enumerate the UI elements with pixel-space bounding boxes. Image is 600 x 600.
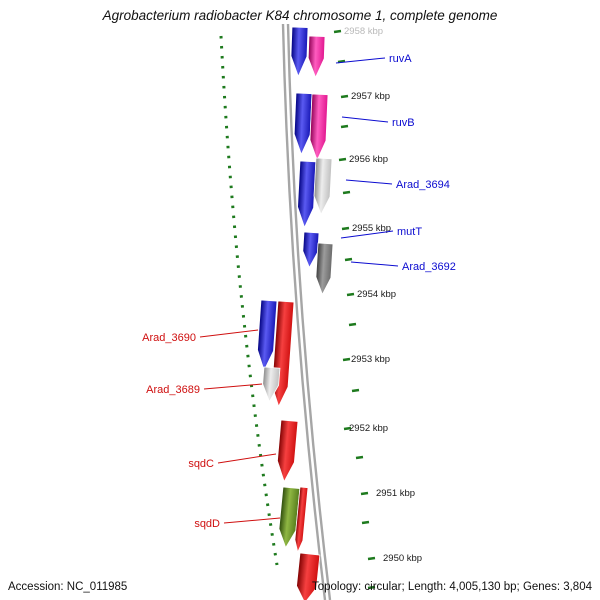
gene-label-Arad_3694[interactable]: Arad_3694 <box>396 179 450 191</box>
ruler-tick-label: 2954 kbp <box>357 289 396 300</box>
ruler-major-tick <box>340 94 349 99</box>
ruler-minor-tick <box>348 322 357 327</box>
gene-arrow-ruvA[interactable] <box>307 35 326 79</box>
gene-arrow-Arad_3694[interactable] <box>313 157 333 216</box>
gene-label-mutT[interactable]: mutT <box>397 226 422 238</box>
gene-arrow-Arad_3690[interactable] <box>256 299 278 372</box>
ruler-tick-label: 2956 kbp <box>349 154 388 165</box>
status-accession: Accession: NC_011985 <box>8 581 128 593</box>
gene-arrow-Arad_3692[interactable] <box>315 242 334 296</box>
status-bar: Accession: NC_011985 Topology: circular;… <box>0 581 600 593</box>
gene-label-ruvB[interactable]: ruvB <box>392 117 415 129</box>
gene-label-Arad_3690[interactable]: Arad_3690 <box>142 332 196 344</box>
gene-label-leader <box>223 517 281 524</box>
gene-label-ruvA[interactable]: ruvA <box>389 53 412 65</box>
ruler-major-tick <box>367 556 376 561</box>
gene-arrow[interactable] <box>290 26 309 78</box>
ruler-major-tick <box>346 292 355 297</box>
ruler-major-tick <box>342 357 351 362</box>
genome-backbone-line <box>286 23 332 600</box>
gene-label-leader <box>350 261 399 267</box>
gene-label-leader <box>340 230 394 239</box>
ruler-tick-label: 2952 kbp <box>349 423 388 434</box>
gene-label-leader <box>203 383 263 390</box>
ruler-major-tick <box>360 491 369 496</box>
ruler-tick-label: 2951 kbp <box>376 488 415 499</box>
gene-label-leader <box>217 453 277 464</box>
gene-arrow-sqdC[interactable] <box>276 419 299 483</box>
status-summary: Topology: circular; Length: 4,005,130 bp… <box>311 581 592 593</box>
ruler-major-tick <box>338 157 347 162</box>
gene-arrow[interactable] <box>297 160 317 229</box>
gene-arrow-mutT[interactable] <box>302 231 320 269</box>
ruler-tick-label: 2958 kbp <box>344 26 383 37</box>
gene-arrow-sqdD[interactable] <box>277 486 301 549</box>
gene-arrow-Arad_3689[interactable] <box>261 366 281 403</box>
ruler-minor-tick <box>344 257 353 262</box>
ruler-tick-label: 2955 kbp <box>352 223 391 234</box>
gene-arrow[interactable] <box>295 552 321 600</box>
genome-title: Agrobacterium radiobacter K84 chromosome… <box>102 8 498 23</box>
gene-label-leader <box>345 179 393 185</box>
ruler-minor-tick <box>355 455 364 460</box>
ruler-minor-tick <box>340 124 349 129</box>
gene-arrow[interactable] <box>293 92 313 156</box>
genome-backbone-line <box>281 23 327 600</box>
ruler-minor-tick <box>367 585 376 590</box>
ruler-minor-tick <box>361 520 370 525</box>
gene-label-leader <box>335 57 386 64</box>
ruler-major-tick <box>343 426 352 431</box>
ruler-tick-label: 2950 kbp <box>383 553 422 564</box>
gene-label-sqdC[interactable]: sqdC <box>188 458 214 470</box>
ruler-minor-tick <box>342 190 351 195</box>
gene-arrow-ruvB[interactable] <box>309 93 329 162</box>
gene-label-Arad_3692[interactable]: Arad_3692 <box>402 261 456 273</box>
ruler-minor-tick <box>337 59 346 64</box>
ruler-major-tick <box>341 226 350 231</box>
gene-arrow[interactable] <box>294 486 309 554</box>
gene-label-Arad_3689[interactable]: Arad_3689 <box>146 384 200 396</box>
ruler-tick-label: 2957 kbp <box>351 91 390 102</box>
gene-label-leader <box>341 116 389 123</box>
ruler-tick-label: 2953 kbp <box>351 354 390 365</box>
ruler-major-tick <box>333 29 342 34</box>
gene-label-leader <box>199 329 259 338</box>
ruler-minor-tick <box>351 388 360 393</box>
gene-label-sqdD[interactable]: sqdD <box>194 518 220 530</box>
